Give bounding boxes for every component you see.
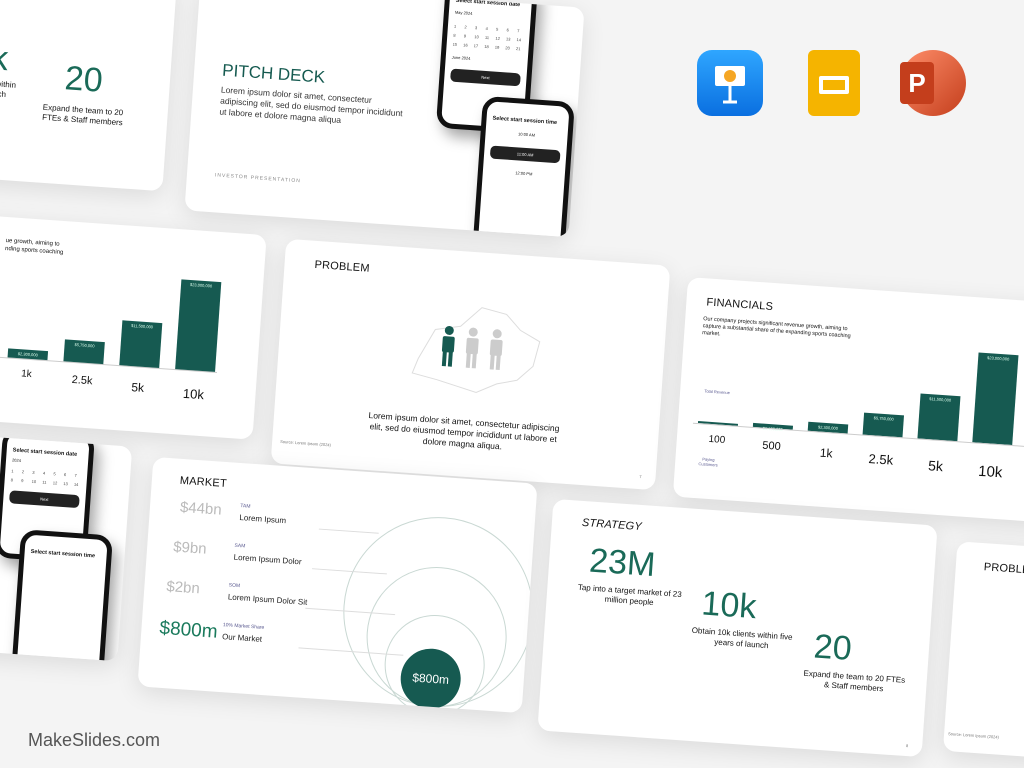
bar-value-label: $2,300,000 (17, 351, 38, 358)
stat-fragment-text: s within unch (0, 79, 17, 100)
person-icon (437, 325, 458, 373)
market-label: Lorem Ipsum Dolor Sit (227, 592, 308, 607)
person-icon (485, 328, 506, 376)
strategy-stat-text: Tap into a target market of 23 million p… (577, 582, 683, 608)
customer-count-label: 10k (977, 462, 1003, 482)
problem-source: Source: Lorem Ipsum (2024) (947, 731, 1000, 740)
calendar-grid: 1 2 3 4 5 6 7 8 9 10 11 12 13 14 (10, 468, 79, 488)
people-icons (437, 325, 506, 376)
bar-value-label: $5,750,000 (74, 341, 95, 348)
stat-fragment: k (0, 39, 10, 79)
market-label: Lorem Ipsum Dolor (233, 552, 302, 567)
time-slot-selected: 11:00 AM (489, 145, 561, 164)
makeslides-watermark: MakeSlides.com (28, 730, 161, 750)
leader-line (318, 528, 379, 534)
market-value: $800m (158, 617, 219, 643)
customer-count-label: 2.5k (868, 451, 894, 468)
phone-mockup-time: Select start session time (8, 529, 114, 662)
slide-financials-fragment[interactable]: ue growth, aiming to nding sports coachi… (0, 209, 267, 440)
map-outline (411, 307, 541, 393)
pitch-deck-body: Lorem ipsum dolor sit amet, consectetur … (219, 84, 403, 125)
revenue-bar: $11,500,000 (119, 320, 163, 368)
market-caption: 10% Market Share (222, 622, 265, 631)
bar-value-label: $23,000,000 (986, 355, 1010, 362)
slide-strategy[interactable]: STRATEGY 8 23M Tap into a target market o… (537, 498, 938, 758)
stat-team-text: Expand the team to 20 FTEs & Staff membe… (41, 102, 124, 128)
page-number: 7 (639, 474, 642, 480)
customer-count-label: 2.5k (71, 373, 93, 388)
google-slides-icon (808, 50, 860, 116)
bar-chart: 100 $1,150,000 500 $2,300,000 1k $5,750,000 2.… (697, 333, 1024, 481)
revenue-bar: $5,750,000 (63, 338, 105, 365)
market-value: $2bn (165, 578, 201, 598)
market-label: Our Market (221, 632, 263, 644)
person-icon (461, 326, 482, 374)
phone-next-button: Next (9, 490, 80, 509)
customer-count-label: 100 (708, 433, 726, 446)
strategy-stat-value: 23M (588, 541, 657, 585)
financials-fragment-body: ue growth, aiming to nding sports coachi… (4, 237, 64, 257)
market-caption: SAM (234, 542, 246, 550)
problem-body: Lorem ipsum dolor sit amet, consectetur … (368, 410, 560, 452)
revenue-bar: $23,000,000 (175, 279, 222, 372)
strategy-stat-value: 10k (700, 584, 758, 627)
strategy-stat-value: 20 (812, 627, 853, 668)
revenue-bar: $11,500,000 (917, 393, 961, 442)
bar-value-label: $11,500,000 (130, 322, 154, 330)
market-value: $44bn (179, 498, 223, 519)
slide-pitch-deck[interactable]: PITCH DECK Lorem ipsum dolor sit amet, c… (184, 0, 585, 238)
strategy-stat-text: Expand the team to 20 FTEs & Staff membe… (803, 668, 906, 694)
keynote-icon (697, 50, 763, 116)
market-value: $9bn (172, 538, 208, 558)
revenue-bar: $5,750,000 (862, 412, 905, 438)
customer-count-label: 500 (761, 439, 782, 453)
pitch-deck-footer: INVESTOR PRESENTATION (214, 172, 301, 185)
stat-team: 20 (63, 59, 104, 100)
bar-value-label: $5,750,000 (873, 414, 894, 422)
phone-time-title: Select start session time (30, 548, 96, 560)
phone-next-button: Next (450, 68, 521, 87)
bar-chart: $2,300,000 1k $5,750,000 2.5k $11,500,000 5k $… (7, 268, 224, 402)
slide-problem-fragment[interactable]: PROBLEM Source: Lorem Ipsum (2024) (942, 541, 1024, 765)
time-slot: 12:00 PM (515, 170, 533, 177)
customer-count-label: 1k (20, 368, 33, 381)
paying-customers-label: Paying Customers (698, 456, 718, 468)
customer-count-label: 5k (927, 457, 944, 475)
market-caption: SOM (228, 582, 241, 590)
problem-title: PROBLEM (983, 561, 1024, 578)
pitch-deck-title: PITCH DECK (221, 60, 326, 87)
market-caption: TAM (240, 503, 251, 510)
customer-count-label: 1k (819, 445, 834, 461)
market-title: MARKET (179, 474, 228, 491)
financials-title: FINANCIALS (705, 296, 774, 313)
phone-mockup-time: Select start session time 10:00 AM 11:00… (470, 95, 575, 238)
bar-value-label: $11,500,000 (929, 396, 952, 403)
strategy-title: STRATEGY (581, 516, 643, 534)
bar-value-label: $23,000,000 (189, 281, 213, 289)
slide-strategy-fragment[interactable]: k s within unch 20 Expand the team to 20… (0, 0, 177, 192)
problem-title: PROBLEM (314, 258, 371, 275)
strategy-stat-text: Obtain 10k clients within five years of … (691, 625, 793, 651)
slide-financials[interactable]: FINANCIALS Our company projects signific… (672, 277, 1024, 523)
customer-count-label: 5k (130, 380, 145, 395)
problem-source: Source: Lorem Ipsum (2024) (279, 438, 332, 448)
slide-market[interactable]: MARKET $800m $44bn TAM Lorem Ipsum $9bn SAM L… (137, 456, 538, 714)
customer-count-label: 10k (182, 385, 205, 403)
slide-problem[interactable]: PROBLEM Lorem ipsum dolor sit amet, cons… (270, 238, 671, 491)
powerpoint-icon: P (900, 50, 966, 116)
page-number: 8 (905, 743, 909, 749)
revenue-bar: $23,000,000 (972, 352, 1019, 446)
market-label: Lorem Ipsum (239, 513, 287, 526)
